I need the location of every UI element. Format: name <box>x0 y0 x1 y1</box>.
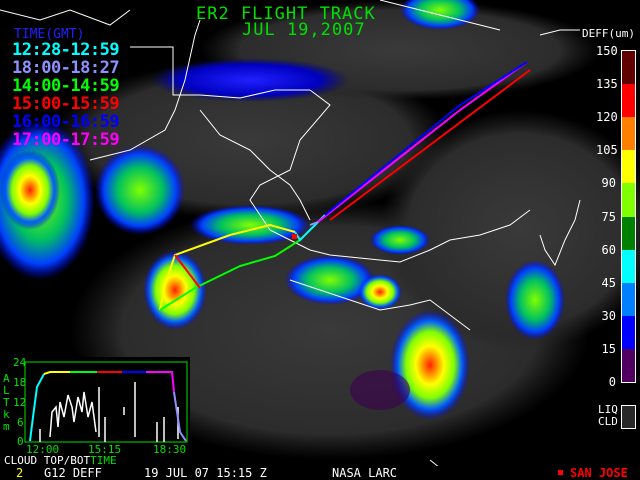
colorbar-tick: 105 <box>596 143 618 158</box>
colorbar-tick: 90 <box>601 176 616 191</box>
y-tick: 12 <box>13 396 27 409</box>
colorbar-segment <box>622 51 635 85</box>
x-tick: 18:30 <box>153 443 187 456</box>
cloud-field <box>0 0 640 460</box>
y-tick: 18 <box>13 376 27 389</box>
image-datetime: 19 JUL 07 15:15 Z <box>144 466 267 480</box>
cloud-top-bottom-trace <box>39 382 179 442</box>
colorbar-tick: 60 <box>601 242 616 257</box>
colorbar-scale <box>621 50 636 383</box>
flight-track <box>159 61 531 311</box>
channel-number: 2 <box>16 466 24 480</box>
legend-item: 14:00-14:59 <box>12 76 120 96</box>
aircraft-altitude-trace <box>29 371 187 442</box>
colorbar-segment <box>622 216 635 251</box>
colorbar-title: DEFF(um) <box>582 27 635 40</box>
y-tick: 0 <box>17 435 24 448</box>
colorbar-tick: 30 <box>601 308 616 323</box>
liq-cld-swatch <box>621 405 636 429</box>
colorbar-tick: 0 <box>608 375 616 389</box>
colorbar-segment <box>622 282 635 317</box>
map-title: ER2 FLIGHT TRACK <box>196 4 376 24</box>
y-tick: 6 <box>17 416 24 429</box>
inset-caption: CLOUD TOP/BOTTIME <box>4 454 117 467</box>
colorbar-segment <box>622 348 635 383</box>
colorbar-tick: 135 <box>596 77 618 92</box>
x-tick: 15:15 <box>88 443 122 456</box>
colorbar-segment <box>622 150 635 184</box>
colorbar-tick: 150 <box>596 44 618 58</box>
station-label: SAN JOSE <box>570 466 628 480</box>
legend-item: 16:00-16:59 <box>12 112 120 132</box>
product-label: G12 DEFF <box>44 466 102 480</box>
colorbar-segment <box>622 84 635 118</box>
legend-item: 18:00-18:27 <box>12 58 120 78</box>
legend-header: TIME(GMT) <box>14 27 85 42</box>
colorbar-segment <box>622 315 635 350</box>
y-tick: 24 <box>13 356 27 369</box>
colorbar-tick: 15 <box>601 341 616 356</box>
colorbar-tick: 120 <box>596 110 618 125</box>
source-label: NASA LARC <box>332 466 398 480</box>
colorbar-segment <box>622 249 635 284</box>
map-date: JUL 19,2007 <box>242 20 366 40</box>
status-bar: 2 G12 DEFF 19 JUL 07 15:15 Z NASA LARC S… <box>0 466 640 480</box>
altitude-plot <box>24 361 188 443</box>
colorbar-tick: 75 <box>601 209 616 224</box>
colorbar-segment <box>622 183 635 217</box>
san-jose-marker <box>292 234 297 239</box>
x-tick: 12:00 <box>26 443 60 456</box>
station-marker-icon <box>558 470 563 475</box>
legend-item: 15:00-15:59 <box>12 94 120 114</box>
liq-label: LIQ <box>598 403 618 416</box>
legend-item: 17:00-17:59 <box>12 130 120 150</box>
colorbar-segment <box>622 117 635 151</box>
cld-label: CLD <box>598 415 618 428</box>
colorbar-tick: 45 <box>601 275 616 290</box>
legend-item: 12:28-12:59 <box>12 40 120 60</box>
